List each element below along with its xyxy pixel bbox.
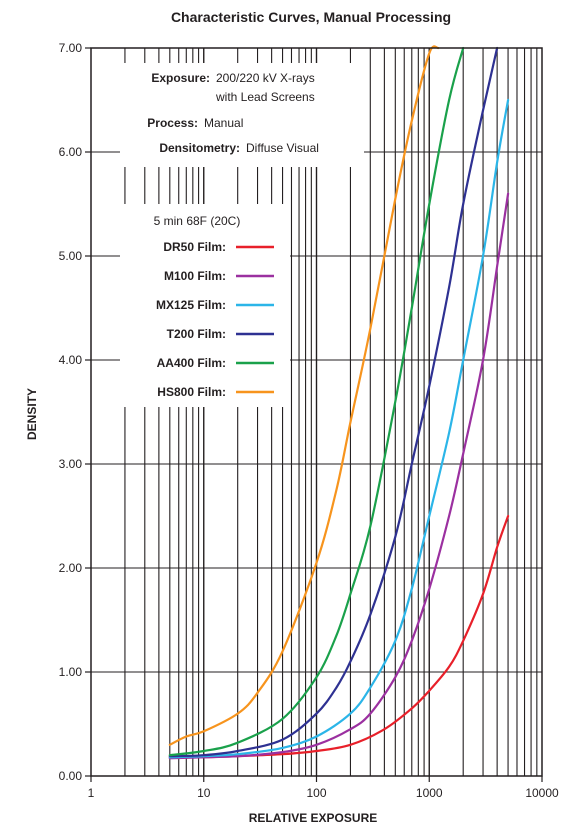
legend-item-label: MX125 Film: (156, 298, 226, 312)
info-box: Exposure: 200/220 kV X-rays with Lead Sc… (120, 63, 364, 167)
legend-item-label: T200 Film: (167, 327, 226, 341)
x-tick-label: 1 (88, 786, 95, 800)
densitometry-value: Diffuse Visual (246, 141, 319, 155)
chart-title: Characteristic Curves, Manual Processing (171, 9, 451, 25)
y-tick-labels: 0.00 1.00 2.00 3.00 4.00 5.00 6.00 7.00 (59, 41, 91, 783)
exposure-value: 200/220 kV X-rays (216, 71, 315, 85)
legend-item-label: DR50 Film: (163, 240, 226, 254)
y-tick-label: 2.00 (59, 561, 83, 575)
legend-item-label: HS800 Film: (157, 385, 226, 399)
exposure-label: Exposure: (151, 71, 210, 85)
x-tick-label: 10 (197, 786, 211, 800)
film-curves (168, 45, 510, 760)
x-tick-label: 100 (306, 786, 326, 800)
y-tick-label: 0.00 (59, 769, 83, 783)
y-tick-label: 5.00 (59, 249, 83, 263)
legend-item-label: AA400 Film: (157, 356, 226, 370)
legend: 5 min 68F (20C) DR50 Film: M100 Film: MX12… (120, 204, 290, 407)
process-label: Process: (147, 116, 198, 130)
series-line-5 (168, 45, 440, 746)
legend-header: 5 min 68F (20C) (154, 214, 241, 228)
series-line-2 (168, 98, 510, 759)
y-tick-label: 1.00 (59, 665, 83, 679)
y-tick-label: 6.00 (59, 145, 83, 159)
info-box-background (120, 63, 364, 167)
series-line-1 (168, 192, 510, 760)
exposure-value-line2: with Lead Screens (215, 90, 315, 104)
y-axis-label: DENSITY (25, 388, 39, 440)
x-tick-label: 10000 (525, 786, 559, 800)
x-tick-labels: 1 10 100 1000 10000 (88, 776, 559, 800)
series-line-0 (168, 514, 510, 759)
series-line-3 (168, 46, 499, 758)
legend-item-label: M100 Film: (164, 269, 226, 283)
grid-lines (91, 48, 542, 776)
legend-items: DR50 Film: M100 Film: MX125 Film: T200 Film… (156, 240, 274, 399)
y-tick-label: 4.00 (59, 353, 83, 367)
y-tick-label: 3.00 (59, 457, 83, 471)
x-axis-label: RELATIVE EXPOSURE (249, 811, 377, 825)
y-tick-label: 7.00 (59, 41, 83, 55)
x-tick-label: 1000 (416, 786, 443, 800)
series-line-4 (168, 46, 465, 757)
densitometry-label: Densitometry: (159, 141, 240, 155)
process-value: Manual (204, 116, 243, 130)
